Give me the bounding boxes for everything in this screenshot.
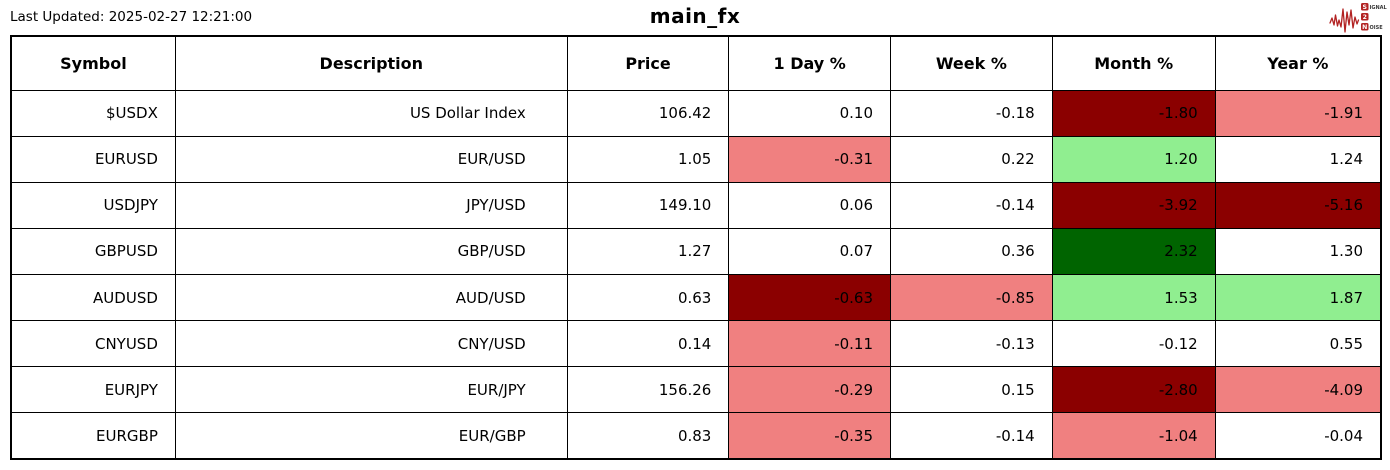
month-pct-cell: -0.12 (1051, 320, 1216, 368)
month-pct-cell: -1.04 (1051, 412, 1216, 460)
logo-box-s (1361, 3, 1369, 11)
column-header-month: Month % (1051, 35, 1216, 91)
month-pct-cell: -3.92 (1051, 181, 1216, 229)
price-cell: 0.63 (566, 273, 730, 322)
week-pct-cell: -0.13 (890, 320, 1053, 368)
logo-text-oise: OISE (1370, 25, 1384, 31)
day-pct-cell: -0.11 (728, 320, 892, 368)
column-header-week: Week % (890, 35, 1053, 91)
signal-2-noise-logo: S IGNAL 2 N OISE (1329, 3, 1388, 33)
logo-box-2 (1361, 13, 1369, 21)
year-pct-cell: -0.04 (1214, 412, 1382, 460)
price-cell: 0.14 (566, 320, 730, 368)
week-pct-cell: 0.22 (890, 135, 1053, 183)
week-pct-cell: 0.36 (890, 227, 1053, 276)
last-updated-label: Last Updated: 2025-02-27 12:21:00 (10, 9, 253, 25)
day-pct-cell: 0.10 (728, 89, 892, 137)
week-pct-cell: 0.15 (890, 366, 1053, 414)
price-cell: 1.05 (566, 135, 730, 183)
day-pct-cell: -0.31 (728, 135, 892, 183)
description-cell: GBP/USD (174, 227, 568, 276)
day-pct-cell: 0.07 (728, 227, 892, 276)
logo-text-ignal: IGNAL (1370, 5, 1388, 11)
logo-letter-s: S (1363, 4, 1367, 11)
description-cell: US Dollar Index (174, 89, 568, 137)
price-cell: 1.27 (566, 227, 730, 276)
day-pct-cell: 0.06 (728, 181, 892, 229)
table-row: EURUSD EUR/USD 1.05 -0.31 0.22 1.20 1.24 (10, 135, 1382, 183)
year-pct-cell: 1.24 (1214, 135, 1382, 183)
table-row: USDJPY JPY/USD 149.10 0.06 -0.14 -3.92 -… (10, 181, 1382, 229)
month-pct-cell: 1.53 (1051, 273, 1216, 322)
table-row: CNYUSD CNY/USD 0.14 -0.11 -0.13 -0.12 0.… (10, 320, 1382, 368)
column-header-price: Price (566, 35, 730, 91)
fx-table-body: $USDX US Dollar Index 106.42 0.10 -0.18 … (10, 89, 1382, 460)
description-cell: EUR/JPY (174, 366, 568, 414)
symbol-cell: CNYUSD (10, 320, 176, 368)
week-pct-cell: -0.14 (890, 181, 1053, 229)
day-pct-cell: -0.29 (728, 366, 892, 414)
symbol-cell: $USDX (10, 89, 176, 137)
logo-letter-n: N (1362, 24, 1367, 31)
logo-box-n (1361, 23, 1369, 31)
year-pct-cell: 1.30 (1214, 227, 1382, 276)
description-cell: AUD/USD (174, 273, 568, 322)
price-cell: 156.26 (566, 366, 730, 414)
description-cell: CNY/USD (174, 320, 568, 368)
waveform-icon (1329, 8, 1360, 33)
table-row: EURGBP EUR/GBP 0.83 -0.35 -0.14 -1.04 -0… (10, 412, 1382, 460)
price-cell: 0.83 (566, 412, 730, 460)
description-cell: EUR/GBP (174, 412, 568, 460)
week-pct-cell: -0.18 (890, 89, 1053, 137)
year-pct-cell: -4.09 (1214, 366, 1382, 414)
column-header-year: Year % (1214, 35, 1382, 91)
week-pct-cell: -0.14 (890, 412, 1053, 460)
symbol-cell: AUDUSD (10, 273, 176, 322)
month-pct-cell: -2.80 (1051, 366, 1216, 414)
price-cell: 149.10 (566, 181, 730, 229)
table-row: AUDUSD AUD/USD 0.63 -0.63 -0.85 1.53 1.8… (10, 273, 1382, 322)
header-row: Symbol Description Price 1 Day % Week % … (10, 35, 1382, 91)
symbol-cell: EURJPY (10, 366, 176, 414)
month-pct-cell: 1.20 (1051, 135, 1216, 183)
year-pct-cell: 0.55 (1214, 320, 1382, 368)
week-pct-cell: -0.85 (890, 273, 1053, 322)
year-pct-cell: -5.16 (1214, 181, 1382, 229)
table-row: $USDX US Dollar Index 106.42 0.10 -0.18 … (10, 89, 1382, 137)
month-pct-cell: -1.80 (1051, 89, 1216, 137)
day-pct-cell: -0.63 (728, 273, 892, 322)
symbol-cell: USDJPY (10, 181, 176, 229)
description-cell: JPY/USD (174, 181, 568, 229)
column-header-1day: 1 Day % (728, 35, 892, 91)
column-header-symbol: Symbol (10, 35, 176, 91)
fx-table-header: Symbol Description Price 1 Day % Week % … (10, 35, 1382, 91)
price-cell: 106.42 (566, 89, 730, 137)
fx-table: Symbol Description Price 1 Day % Week % … (10, 35, 1382, 460)
column-header-description: Description (174, 35, 568, 91)
symbol-cell: EURGBP (10, 412, 176, 460)
table-row: GBPUSD GBP/USD 1.27 0.07 0.36 2.32 1.30 (10, 227, 1382, 276)
year-pct-cell: -1.91 (1214, 89, 1382, 137)
description-cell: EUR/USD (174, 135, 568, 183)
symbol-cell: EURUSD (10, 135, 176, 183)
year-pct-cell: 1.87 (1214, 273, 1382, 322)
page-title: main_fx (649, 4, 741, 28)
logo-letter-2: 2 (1363, 14, 1367, 21)
table-row: EURJPY EUR/JPY 156.26 -0.29 0.15 -2.80 -… (10, 366, 1382, 414)
symbol-cell: GBPUSD (10, 227, 176, 276)
month-pct-cell: 2.32 (1051, 227, 1216, 276)
day-pct-cell: -0.35 (728, 412, 892, 460)
